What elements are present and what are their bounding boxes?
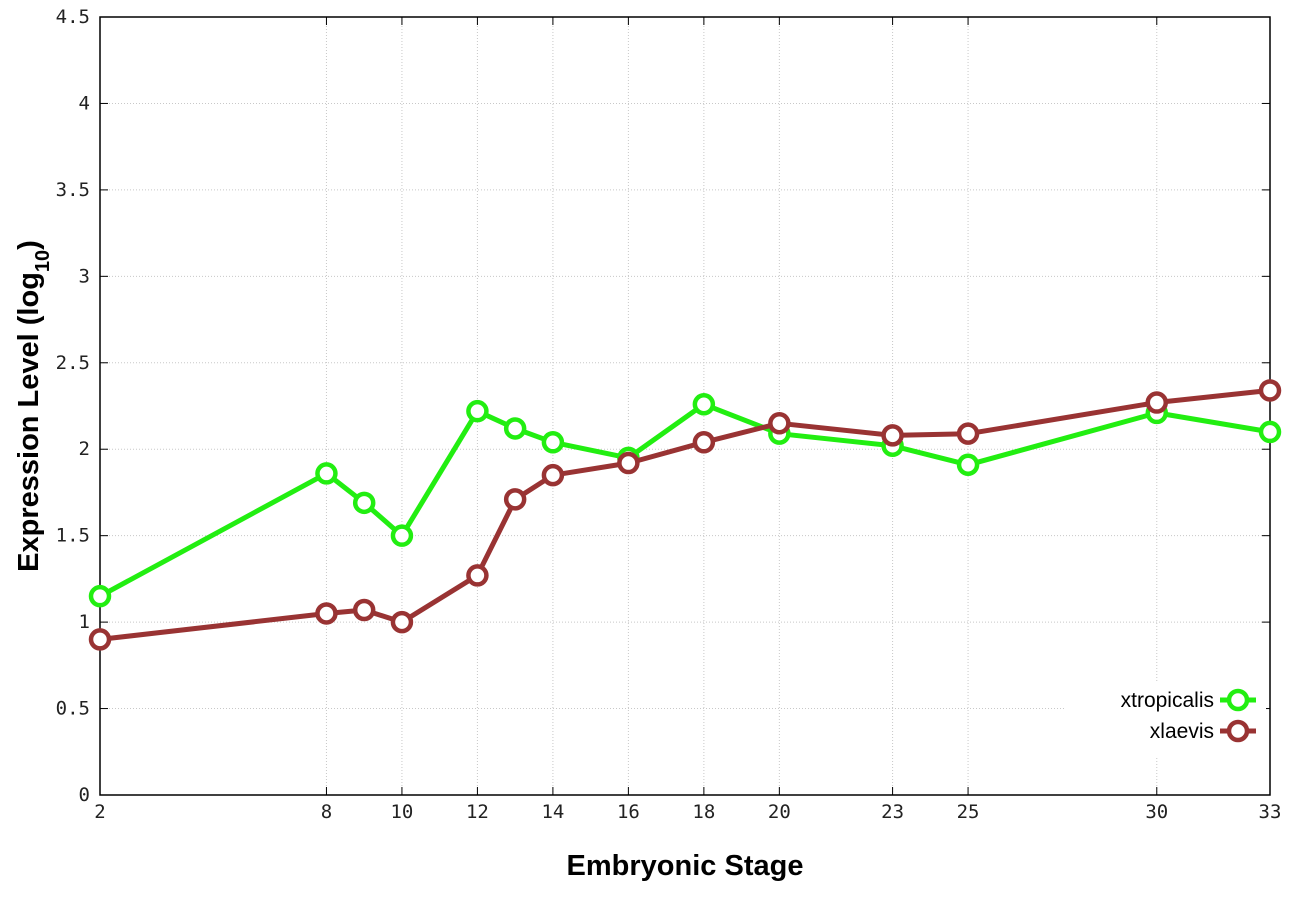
- data-point-xlaevis: [352, 598, 376, 622]
- data-point-xlaevis: [466, 564, 489, 587]
- x-tick-label: 20: [768, 801, 791, 823]
- legend-item-xtropicalis: xtropicalis: [1121, 688, 1256, 712]
- data-point-xlaevis: [503, 488, 527, 511]
- data-point-xlaevis: [956, 422, 980, 445]
- x-tick-label: 10: [390, 801, 413, 823]
- x-tick-label: 12: [466, 801, 489, 823]
- y-tick-label: 0.5: [56, 698, 90, 720]
- y-tick-label: 0: [79, 784, 90, 806]
- data-point-xtropicalis: [88, 584, 112, 608]
- data-point-xtropicalis: [956, 453, 980, 477]
- legend-item-xlaevis: xlaevis: [1150, 719, 1256, 743]
- y-axis-title-subscript: 10: [32, 250, 54, 272]
- data-point-xtropicalis: [390, 524, 414, 547]
- x-tick-label: 18: [692, 801, 715, 823]
- data-point-xlaevis: [315, 602, 338, 625]
- legend: xtropicalis xlaevis: [1066, 683, 1266, 757]
- series-xlaevis: [88, 379, 1282, 651]
- y-tick-label: 2.5: [56, 352, 90, 374]
- legend-label: xlaevis: [1150, 720, 1214, 743]
- data-point-xlaevis: [1145, 391, 1169, 414]
- y-axis-title-main: Expression Level (log: [13, 272, 45, 572]
- data-point-xlaevis: [541, 463, 565, 487]
- series-xtropicalis: [88, 393, 1282, 608]
- data-point-xtropicalis: [541, 431, 565, 454]
- data-point-xtropicalis: [503, 417, 527, 440]
- x-tick-label: 14: [541, 801, 564, 823]
- y-tick-label: 1.5: [56, 525, 90, 547]
- axis-ticks: 0 0.5 1 1.5 2 2.5 3 3.5 4 4.5 2 8 10 12 14 16 18 20 23 25 30…: [56, 6, 1282, 823]
- x-tick-label: 8: [321, 801, 332, 823]
- data-point-xlaevis: [88, 628, 112, 651]
- grid-lines: [100, 17, 1270, 795]
- data-point-xlaevis: [881, 424, 904, 447]
- legend-swatch-marker: [1226, 719, 1250, 743]
- data-point-xlaevis: [1258, 379, 1282, 402]
- y-tick-label: 4: [79, 92, 90, 114]
- data-point-xtropicalis: [352, 491, 376, 515]
- plot-frame: [99, 16, 1271, 796]
- series-layer: [88, 379, 1282, 651]
- x-tick-label: 23: [881, 801, 904, 823]
- data-point-xtropicalis: [692, 393, 716, 416]
- data-point-xtropicalis: [315, 462, 338, 485]
- y-tick-label: 4.5: [56, 6, 90, 28]
- x-axis-title: Embryonic Stage: [567, 850, 804, 882]
- x-tick-label: 16: [617, 801, 640, 823]
- data-point-xlaevis: [617, 451, 640, 475]
- data-point-xtropicalis: [466, 399, 489, 423]
- y-tick-label: 1: [79, 611, 90, 633]
- data-point-xlaevis: [692, 431, 716, 454]
- x-tick-label: 33: [1259, 801, 1282, 823]
- data-point-xlaevis: [390, 610, 414, 634]
- y-axis-title-close: ): [13, 240, 45, 250]
- legend-swatch-marker: [1226, 688, 1250, 712]
- y-tick-label: 2: [79, 438, 90, 460]
- data-point-xlaevis: [768, 412, 791, 435]
- y-tick-label: 3.5: [56, 179, 90, 201]
- legend-label: xtropicalis: [1121, 689, 1214, 712]
- y-tick-label: 3: [79, 265, 90, 287]
- data-point-xtropicalis: [1258, 420, 1282, 444]
- x-tick-label: 30: [1145, 801, 1168, 823]
- x-tick-label: 25: [957, 801, 980, 823]
- y-axis-title: Expression Level (log10): [13, 240, 54, 572]
- x-tick-label: 2: [94, 801, 105, 823]
- series-line-xtropicalis: [98, 401, 1271, 599]
